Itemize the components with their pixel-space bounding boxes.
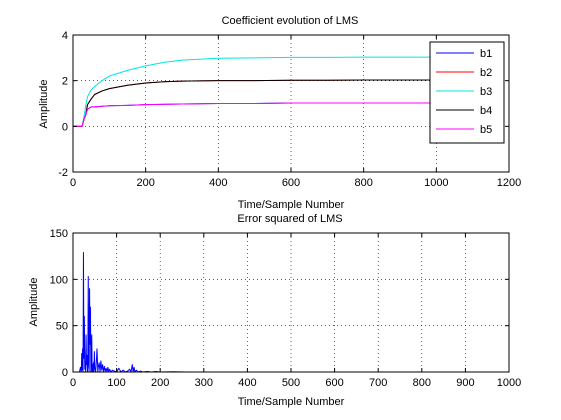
chart-title: Error squared of LMS — [237, 213, 342, 225]
legend-label-b1: b1 — [480, 48, 492, 60]
x-tick-label: 800 — [413, 377, 431, 389]
y-axis-label: Amplitude — [28, 278, 40, 327]
series-line-b3 — [73, 56, 437, 127]
series-line-b5 — [73, 102, 437, 127]
x-tick-label: 1000 — [497, 377, 521, 389]
legend-box — [429, 41, 505, 144]
y-tick-label: 4 — [62, 30, 68, 42]
x-tick-label: 0 — [70, 177, 76, 189]
x-axis-label: Time/Sample Number — [238, 396, 345, 408]
plot-area — [73, 233, 509, 372]
x-axis-label: Time/Sample Number — [238, 199, 345, 211]
error-plot: Error squared of LMS 0 100 200 300 400 500 600… — [28, 213, 521, 408]
legend-label-b3: b3 — [480, 86, 492, 98]
x-tick-label: 500 — [282, 377, 300, 389]
y-tick-label: -2 — [58, 167, 68, 179]
x-tick-label: 1200 — [497, 177, 521, 189]
x-tick-label: 900 — [456, 377, 474, 389]
y-tick-label: 0 — [62, 367, 68, 379]
x-tick-label: 1000 — [424, 177, 448, 189]
y-tick-label: 50 — [56, 321, 68, 333]
x-tick-label: 100 — [107, 377, 125, 389]
ticks: 0 100 200 300 400 500 600 700 800 900 1000 0 50 100 15… — [50, 228, 522, 389]
x-tick-label: 0 — [70, 377, 76, 389]
y-tick-label: 100 — [50, 274, 68, 286]
x-tick-label: 600 — [325, 377, 343, 389]
x-tick-label: 200 — [136, 177, 154, 189]
y-tick-label: 0 — [62, 121, 68, 133]
chart-title: Coefficient evolution of LMS — [222, 15, 359, 27]
grid — [73, 233, 509, 372]
series-group — [73, 56, 437, 127]
legend: b1 b2 b3 b4 b5 — [429, 41, 505, 144]
y-tick-label: 2 — [62, 76, 68, 88]
x-tick-label: 800 — [354, 177, 372, 189]
x-tick-label: 600 — [282, 177, 300, 189]
x-tick-label: 700 — [369, 377, 387, 389]
x-tick-label: 400 — [209, 177, 227, 189]
x-tick-label: 300 — [195, 377, 213, 389]
y-tick-label: 150 — [50, 228, 68, 240]
legend-label-b4: b4 — [480, 105, 492, 117]
legend-label-b2: b2 — [480, 67, 492, 79]
y-axis-label: Amplitude — [38, 80, 50, 129]
coefficient-plot: Coefficient evolution of LMS 0 200 400 600 8… — [38, 15, 521, 211]
x-tick-label: 400 — [238, 377, 256, 389]
x-tick-label: 200 — [151, 377, 169, 389]
legend-label-b5: b5 — [480, 124, 492, 136]
